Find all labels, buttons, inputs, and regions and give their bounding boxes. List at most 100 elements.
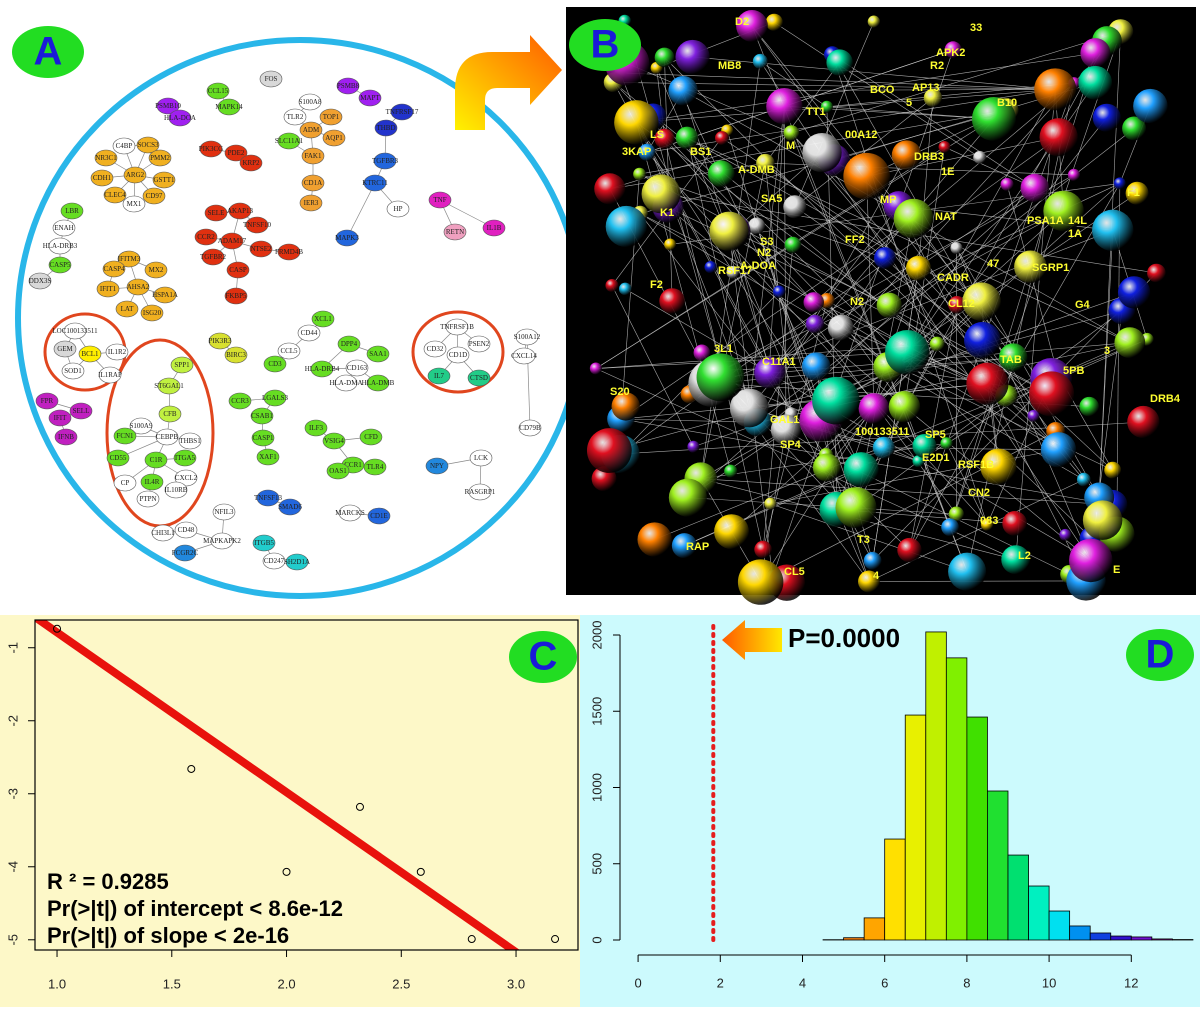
node-label: LBR: [65, 207, 79, 215]
panel-b: D2MB833APK2R2AP13BCOB105TT100A12MBS1LS3K…: [566, 7, 1196, 605]
sphere: [654, 47, 675, 68]
node-label: A-DOA: [740, 260, 776, 272]
bar: [1110, 935, 1132, 941]
node-label: PIK3R3: [209, 337, 232, 345]
sphere: [1104, 461, 1122, 479]
edge: [825, 301, 982, 456]
node-label: SAA1: [369, 350, 387, 358]
edge: [639, 213, 899, 368]
node: [359, 428, 383, 446]
node-label: F2: [650, 279, 663, 291]
sphere: [876, 292, 902, 318]
edge: [611, 285, 694, 447]
node-label: AQP1: [325, 134, 343, 142]
x-tick-label: 2.0: [277, 976, 295, 991]
sphere: [611, 392, 640, 421]
sphere: [754, 540, 772, 559]
sphere: [948, 506, 964, 522]
sphere: [1014, 250, 1047, 284]
edge: [667, 206, 905, 407]
panel-c: 1.0 1.5 2.0 2.5 3.0-1-2-3-4-5R ² = 0.9285Pr(…: [0, 615, 580, 1007]
x-tick-label: 8: [963, 975, 970, 990]
edge: [866, 136, 1059, 177]
bar: [925, 631, 947, 941]
node-label: RSF17: [718, 265, 752, 277]
node: [251, 429, 275, 447]
node-label: PIK3CG: [199, 145, 224, 153]
node-label: 47: [987, 258, 999, 270]
node-label: CD79B: [519, 424, 541, 432]
node: [174, 469, 198, 487]
sphere: [1092, 103, 1121, 132]
node: [224, 287, 248, 305]
node-label: 33: [970, 22, 982, 34]
node: [140, 304, 164, 322]
edge: [620, 218, 914, 420]
node-label: FPR: [41, 397, 54, 405]
node-label: DRB4: [1150, 393, 1181, 405]
node-label: CN2: [968, 487, 990, 499]
node-label: S100A12: [514, 333, 541, 341]
edge: [774, 22, 980, 158]
point: [416, 867, 425, 876]
node: [338, 504, 362, 522]
sphere: [1079, 396, 1099, 417]
sphere: [948, 295, 966, 314]
node-label: CCL15: [208, 87, 229, 95]
node: [245, 216, 269, 234]
node: [52, 219, 76, 237]
node: [144, 451, 168, 469]
panel-label: B: [591, 23, 620, 67]
node-label: CP: [121, 479, 130, 487]
sphere: [748, 217, 766, 235]
sphere: [964, 321, 1001, 359]
node-label: CSAB1: [251, 412, 273, 420]
sphere: [1113, 177, 1126, 190]
sphere: [971, 96, 1016, 141]
node: [48, 237, 72, 255]
x-tick-label: 6: [881, 975, 888, 990]
edge: [866, 176, 875, 409]
node-label: ITGA5: [175, 454, 196, 462]
node: [425, 457, 449, 475]
sphere: [724, 464, 738, 478]
node: [112, 137, 136, 155]
node-label: 00A12: [845, 129, 877, 141]
node-label: IL1B: [487, 224, 502, 232]
edge: [897, 366, 1113, 471]
node-label: MAPT: [360, 94, 380, 102]
node-label: TOP1: [323, 113, 340, 121]
edge: [652, 116, 1093, 540]
node: [363, 174, 387, 192]
panel-label: C: [529, 635, 558, 679]
node: [140, 473, 164, 491]
node-label: CD1D: [449, 351, 467, 359]
sphere: [912, 433, 937, 459]
edge: [620, 418, 758, 423]
point: [551, 935, 560, 944]
node-label: TGFBR2: [200, 253, 227, 261]
panel-d: 0 2 4 6 8 10 12 0 500 1000 1500 2000 P=0.0000: [580, 615, 1200, 1007]
edge: [346, 182, 376, 239]
node-label: IL4R: [145, 478, 160, 486]
node-label: DPP4: [341, 340, 358, 348]
node-label: TNFSF10: [243, 221, 272, 229]
node-label: TT1: [806, 106, 826, 118]
node: [256, 489, 280, 507]
node: [482, 219, 506, 237]
sphere: [980, 518, 994, 531]
node-label: CADR: [937, 272, 969, 284]
node: [144, 261, 168, 279]
sphere: [826, 49, 853, 76]
sphere: [897, 537, 922, 563]
x-tick-label: 2: [717, 975, 724, 990]
sphere: [696, 353, 745, 402]
node-label: MX2: [149, 266, 164, 274]
node-label: G4: [1075, 299, 1091, 311]
x-tick-label: 0: [634, 975, 641, 990]
sphere: [893, 198, 934, 239]
node: [386, 200, 410, 218]
node-label: N2: [850, 296, 864, 308]
sphere: [1027, 409, 1040, 422]
edge: [772, 49, 954, 577]
